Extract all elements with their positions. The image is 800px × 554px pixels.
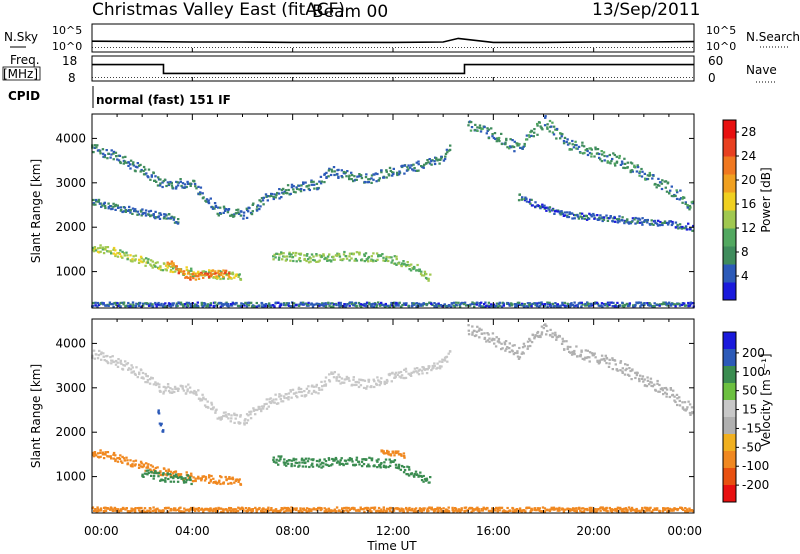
velocity-band-7: [157, 409, 165, 433]
freq-tick-bottom: 8: [68, 71, 76, 85]
power-band-7: [91, 301, 695, 308]
plot-title: Christmas Valley East (fitACF): [92, 0, 345, 20]
power-colorbar-swatch-0: [723, 282, 736, 301]
velocity-ylabel: Slant Range [km]: [29, 364, 43, 468]
velocity-ytick-label-3: 4000: [55, 336, 86, 350]
nave-tick-top: 60: [708, 54, 723, 68]
velocity-colorbar-swatch-2: [723, 366, 736, 384]
noise-left-tick-bottom: 10^0: [52, 40, 82, 53]
cpid-value: normal (fast) 151 IF: [96, 93, 231, 107]
noise-left-tick-top: 10^5: [52, 24, 82, 37]
velocity-colorbar-tick-7: -200: [742, 478, 769, 492]
velocity-band-3: [380, 449, 406, 459]
freq-unit-label: [MHz]: [3, 67, 38, 81]
velocity-ytick-label-2: 3000: [55, 381, 86, 395]
power-colorbar-tick-0: 4: [741, 269, 749, 283]
power-colorbar-swatch-9: [723, 120, 736, 139]
power-colorbar-swatch-2: [723, 246, 736, 265]
velocity-ytick-label-1: 2000: [55, 425, 86, 439]
power-colorbar-swatch-7: [723, 156, 736, 175]
nave-tick-bottom: 0: [708, 71, 716, 85]
power-band-4: [92, 198, 180, 225]
velocity-colorbar-swatch-6: [723, 434, 736, 452]
velocity-colorbar-tick-5: -50: [742, 440, 762, 454]
power-ytick-label-1: 2000: [55, 220, 86, 234]
date-label: 13/Sep/2011: [592, 0, 700, 20]
power-colorbar-swatch-6: [723, 174, 736, 193]
noise-panel: N.Sky 10^5 10^0 10^5 10^0 N.Search: [4, 23, 800, 53]
power-ytick-label-0: 1000: [55, 265, 86, 279]
power-colorbar-swatch-3: [723, 228, 736, 247]
freq-series-freq: [92, 63, 694, 75]
x-tick-label-2: 08:00: [275, 524, 310, 538]
velocity-ytick-label-0: 1000: [55, 470, 86, 484]
velocity-plot-area: [92, 319, 694, 513]
freq-label: Freq.: [10, 53, 40, 67]
power-colorbar-tick-2: 12: [741, 221, 756, 235]
power-colorbar-tick-5: 24: [741, 149, 756, 163]
velocity-colorbar-tick-4: -15: [742, 421, 762, 435]
power-colorbar-tick-6: 28: [741, 125, 756, 139]
power-colorbar-swatch-1: [723, 264, 736, 283]
noise-right-tick-bottom: 10^0: [706, 40, 736, 53]
x-tick-label-5: 20:00: [576, 524, 611, 538]
noise-series-sky: [91, 37, 695, 44]
noise-right-tick-top: 10^5: [706, 24, 736, 37]
velocity-colorbar-tick-3: 15: [742, 403, 757, 417]
power-ytick-label-2: 3000: [55, 176, 86, 190]
nave-label: Nave: [746, 63, 777, 77]
beam-label: Beam 00: [312, 2, 388, 22]
velocity-panel: 1000 2000 3000 4000 Slant Range [km] 200 100…: [29, 318, 773, 514]
power-band-0: [91, 244, 243, 281]
velocity-band-1: [141, 469, 193, 486]
velocity-colorbar-swatch-5: [723, 417, 736, 435]
cpid-label: CPID: [8, 89, 40, 103]
velocity-colorbar-tick-1: 100: [742, 365, 765, 379]
power-colorbar-swatch-8: [723, 138, 736, 157]
power-colorbar-label: Power [dB]: [759, 167, 773, 232]
power-panel: 1000 2000 3000 4000 Slant Range [km] 4 8 12 16…: [29, 113, 773, 309]
power-band-5: [467, 115, 695, 211]
freq-tick-top: 18: [62, 54, 77, 68]
velocity-colorbar-swatch-8: [723, 468, 736, 486]
velocity-colorbar-swatch-3: [723, 383, 736, 401]
power-band-1: [166, 260, 231, 281]
velocity-colorbar-tick-6: -100: [742, 459, 769, 473]
x-tick-label-6: 00:00: [667, 524, 702, 538]
power-colorbar-tick-1: 8: [741, 245, 749, 259]
noise-right-label: N.Search: [746, 30, 800, 44]
power-colorbar-tick-4: 20: [741, 173, 756, 187]
power-plot-area: [92, 114, 694, 308]
velocity-colorbar-swatch-1: [723, 349, 736, 367]
power-ylabel: Slant Range [km]: [29, 159, 43, 263]
x-tick-label-0: 00:00: [84, 524, 119, 538]
velocity-colorbar-tick-2: 50: [742, 384, 757, 398]
velocity-band-4: [91, 349, 452, 426]
power-colorbar-swatch-5: [723, 192, 736, 211]
velocity-band-5: [467, 323, 694, 416]
velocity-band-2: [272, 455, 432, 484]
x-tick-label-3: 12:00: [376, 524, 411, 538]
velocity-colorbar-swatch-9: [723, 485, 736, 503]
power-ytick-label-3: 4000: [55, 131, 86, 145]
velocity-colorbar-swatch-0: [723, 332, 736, 350]
velocity-colorbar-tick-0: 200: [742, 346, 765, 360]
velocity-colorbar-label: Velocity [m s⁻¹]: [759, 353, 773, 446]
power-band-3: [91, 144, 452, 220]
power-band-2: [272, 250, 432, 282]
x-tick-label-1: 04:00: [175, 524, 210, 538]
velocity-colorbar-swatch-4: [723, 400, 736, 418]
power-colorbar-swatch-4: [723, 210, 736, 229]
velocity-colorbar-swatch-7: [723, 451, 736, 469]
x-axis-label: Time UT: [366, 539, 417, 553]
frequency-panel: Freq. [MHz] 18 8 60 0 Nave: [2, 53, 777, 85]
power-band-6: [517, 193, 695, 232]
x-tick-label-4: 16:00: [476, 524, 511, 538]
power-colorbar-tick-3: 16: [741, 197, 756, 211]
noise-left-label: N.Sky: [4, 30, 38, 44]
